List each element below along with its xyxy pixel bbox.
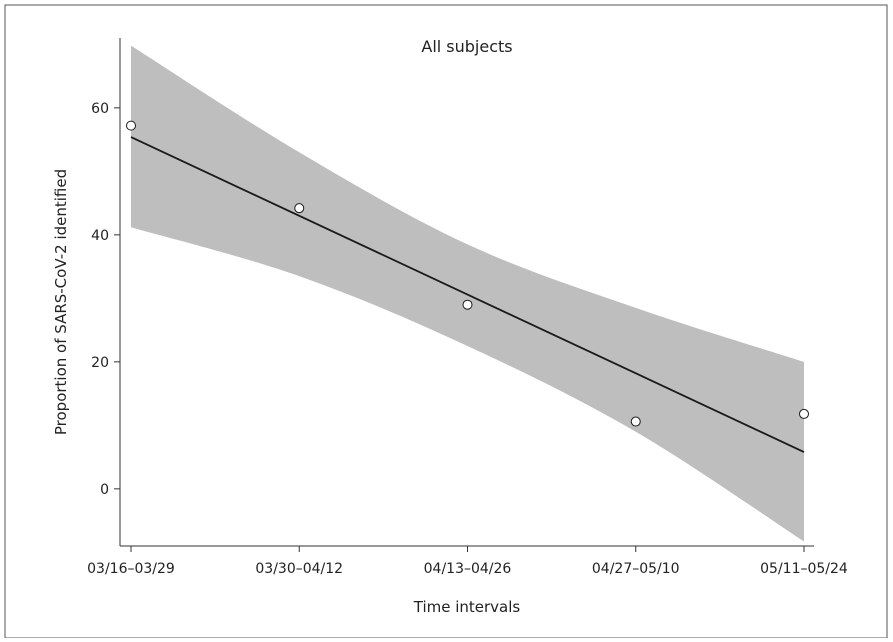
y-tick-label: 40	[91, 228, 109, 244]
chart-title: All subjects	[421, 37, 512, 56]
x-tick-label: 03/16–03/29	[87, 561, 175, 577]
fit-line	[130, 136, 805, 453]
y-tick-label: 60	[91, 101, 109, 117]
data-point	[799, 408, 809, 419]
y-axis-label: Proportion of SARS-CoV-2 identified	[52, 169, 70, 435]
plot-area: 0 20 40 60 03/16–03/29 03/30–04/12 04/13–04/26…	[87, 38, 848, 577]
data-point	[126, 120, 136, 131]
y-tick-label: 0	[100, 482, 109, 498]
x-axis-label: Time intervals	[413, 598, 521, 616]
x-tick-label: 05/11–05/24	[760, 561, 848, 577]
x-tick-label: 04/27–05/10	[592, 561, 680, 577]
data-point	[462, 299, 473, 310]
x-tick-label: 03/30–04/12	[255, 561, 343, 577]
y-tick-label: 20	[91, 355, 109, 371]
data-point	[630, 416, 641, 427]
x-tick-label: 04/13–04/26	[424, 561, 512, 577]
data-point	[294, 203, 305, 214]
